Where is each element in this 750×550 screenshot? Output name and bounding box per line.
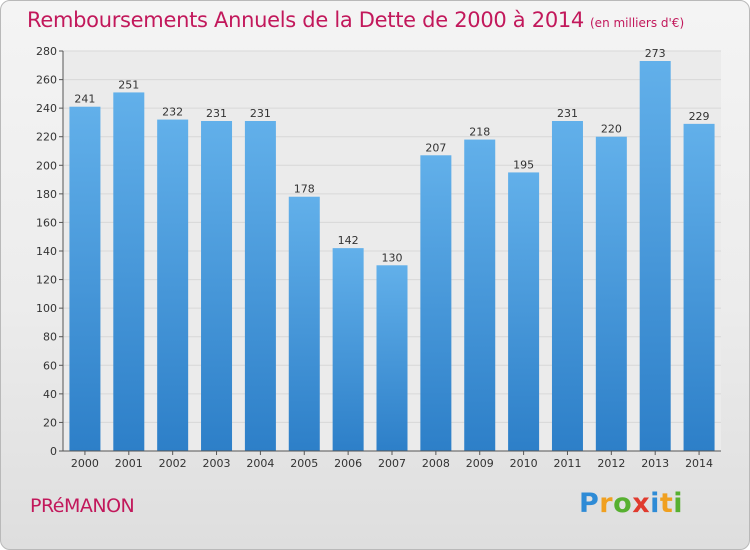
- y-tick-label: 280: [36, 45, 57, 58]
- bar-2013: [639, 61, 671, 451]
- logo-letter: x: [632, 488, 651, 519]
- y-tick-label: 100: [36, 302, 57, 315]
- logo-letter: t: [659, 488, 674, 519]
- x-tick-label: 2011: [553, 457, 581, 470]
- bar-2008: [420, 155, 452, 452]
- bar-2009: [464, 139, 496, 452]
- unit-note: (en milliers d'€): [590, 16, 685, 30]
- y-tick-label: 20: [43, 416, 57, 429]
- x-tick-label: 2009: [466, 457, 494, 470]
- bar-2004: [244, 121, 276, 451]
- y-tick-label: 40: [43, 388, 57, 401]
- chart-title: Remboursements Annuels de la Dette de 20…: [27, 8, 684, 32]
- logo-letter: i: [650, 488, 660, 519]
- data-label: 218: [469, 126, 490, 139]
- bar-2012: [595, 136, 627, 451]
- data-label: 231: [557, 107, 578, 120]
- bar-2006: [332, 248, 364, 451]
- x-tick-label: 2004: [246, 457, 274, 470]
- chart-title-text: Remboursements Annuels de la Dette de 20…: [27, 8, 584, 32]
- bars: [69, 61, 715, 452]
- y-tick-label: 120: [36, 274, 57, 287]
- y-tick-label: 140: [36, 245, 57, 258]
- x-tick-label: 2012: [597, 457, 625, 470]
- data-label: 241: [74, 93, 95, 106]
- x-tick-label: 2007: [378, 457, 406, 470]
- bar-2002: [157, 119, 189, 452]
- data-label: 195: [513, 158, 534, 171]
- bar-2003: [201, 121, 233, 451]
- bar-2005: [288, 196, 320, 451]
- data-label: 231: [206, 107, 227, 120]
- logo-letter: r: [599, 488, 614, 519]
- x-tick-label: 2000: [71, 457, 99, 470]
- data-label: 229: [689, 110, 710, 123]
- y-tick-label: 220: [36, 131, 57, 144]
- labels: 0 20 40 60 80 100 120 140 160 180 200 220 240 260 280 2…: [36, 45, 713, 470]
- data-label: 142: [338, 234, 359, 247]
- data-label: 178: [294, 183, 315, 196]
- x-tick-label: 2010: [510, 457, 538, 470]
- y-tick-label: 260: [36, 74, 57, 87]
- bar-2001: [113, 92, 145, 451]
- data-label: 273: [645, 47, 666, 60]
- y-tick-label: 160: [36, 216, 57, 229]
- x-tick-label: 2001: [115, 457, 143, 470]
- data-label: 130: [382, 251, 403, 264]
- logo-letter: o: [613, 488, 633, 519]
- data-label: 231: [250, 107, 271, 120]
- x-tick-label: 2006: [334, 457, 362, 470]
- bar-2000: [69, 106, 101, 451]
- x-tick-label: 2008: [422, 457, 450, 470]
- commune-name: PRéMANON: [30, 495, 135, 517]
- bar-2007: [376, 265, 408, 451]
- bar-2011: [551, 121, 583, 451]
- x-tick-label: 2003: [203, 457, 231, 470]
- data-label: 220: [601, 123, 622, 136]
- logo-letter: i: [673, 488, 684, 519]
- logo-letter: P: [579, 488, 600, 519]
- y-tick-label: 180: [36, 188, 57, 201]
- y-tick-label: 60: [43, 359, 57, 372]
- bar-2014: [683, 123, 715, 451]
- data-label: 251: [118, 78, 139, 91]
- bar-2010: [508, 172, 540, 451]
- x-tick-label: 2002: [159, 457, 187, 470]
- y-tick-label: 0: [50, 445, 57, 458]
- x-tick-label: 2005: [290, 457, 318, 470]
- x-tick-label: 2014: [685, 457, 713, 470]
- x-tick-label: 2013: [641, 457, 669, 470]
- y-tick-label: 200: [36, 159, 57, 172]
- proxiti-logo[interactable]: Proxiti: [579, 488, 683, 519]
- y-tick-label: 80: [43, 331, 57, 344]
- y-tick-label: 240: [36, 102, 57, 115]
- axes: [59, 50, 721, 455]
- data-label: 232: [162, 106, 183, 119]
- data-label: 207: [425, 141, 446, 154]
